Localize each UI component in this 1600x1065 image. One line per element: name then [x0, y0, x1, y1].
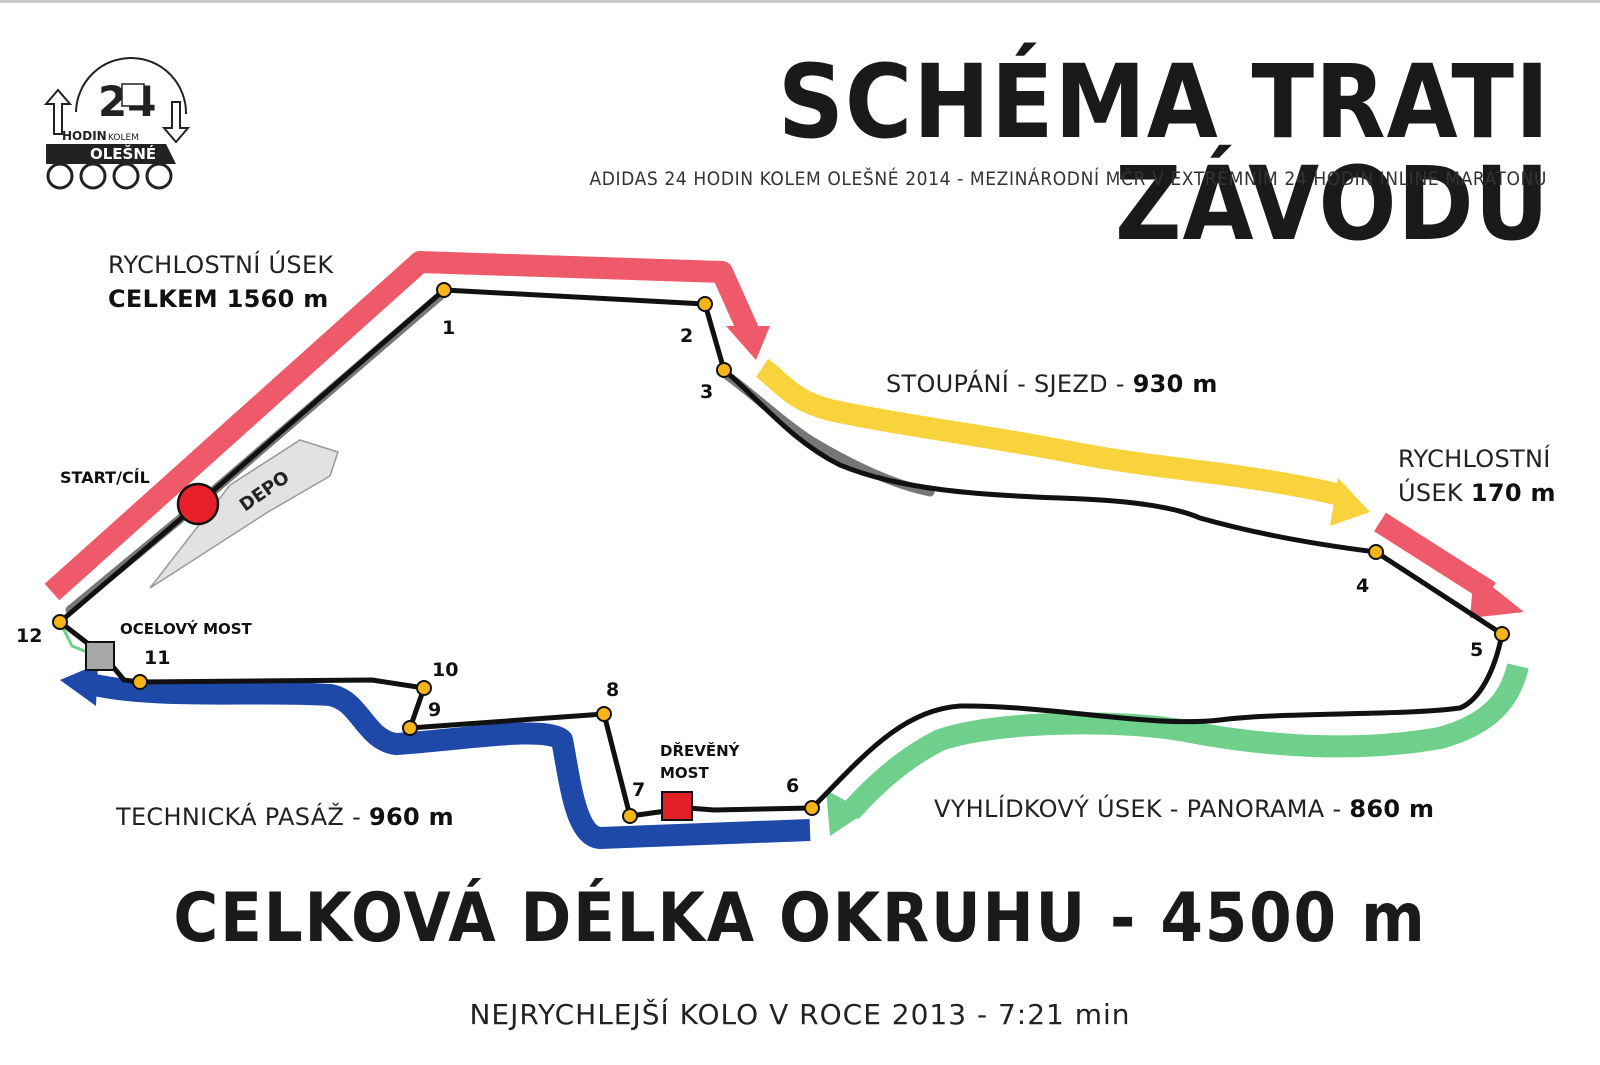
wood-bridge-marker	[661, 791, 693, 821]
svg-text:KOLEM: KOLEM	[108, 133, 139, 143]
checkpoint-3	[716, 362, 732, 378]
checkpoint-12	[52, 614, 68, 630]
speed-170-band	[1374, 512, 1496, 602]
checkpoint-label-9: 9	[428, 699, 441, 721]
checkpoint-4	[1368, 544, 1384, 560]
checkpoint-label-3: 3	[700, 381, 713, 403]
checkpoint-1	[436, 282, 452, 298]
checkpoint-label-5: 5	[1470, 639, 1483, 661]
track-line	[57, 287, 1505, 819]
arrow-down-icon	[161, 101, 191, 144]
checkpoint-5	[1494, 626, 1510, 642]
technical-arrow	[60, 664, 98, 706]
checkpoint-label-8: 8	[606, 679, 619, 701]
checkpoint-label-6: 6	[786, 775, 799, 797]
checkpoints	[52, 282, 1510, 824]
checkpoint-label-10: 10	[432, 659, 458, 681]
speed-section-band	[44, 251, 759, 601]
climb-section-label: STOUPÁNÍ - SJEZD - 930 m	[886, 370, 1218, 398]
checkpoint-11	[132, 674, 148, 690]
steel-bridge-marker	[85, 641, 115, 671]
checkpoint-label-11: 11	[144, 647, 170, 669]
climb-section-band	[755, 358, 1347, 507]
page-subtitle: ADIDAS 24 HODIN KOLEM OLEŠNÉ 2014 - MEZI…	[589, 168, 1547, 190]
steel-bridge-label: OCELOVÝ MOST	[120, 620, 252, 638]
svg-text:HODIN: HODIN	[62, 129, 107, 143]
checkpoint-10	[416, 680, 432, 696]
checkpoint-6	[804, 800, 820, 816]
panorama-section-label: VYHLÍDKOVÝ ÚSEK - PANORAMA - 860 m	[934, 795, 1435, 823]
arrow-up-icon	[43, 88, 73, 135]
event-logo: 24 HODIN KOLEM OLEŠNÉ	[43, 57, 191, 190]
checkpoint-label-1: 1	[442, 317, 455, 339]
speed-arrow-2	[1470, 572, 1524, 618]
technical-section-label: TECHNICKÁ PASÁŽ - 960 m	[116, 803, 454, 831]
depot-area	[149, 439, 339, 589]
total-length-title: CELKOVÁ DÉLKA OKRUHU - 4500 m	[173, 879, 1427, 958]
checkpoint-label-4: 4	[1356, 575, 1369, 597]
speed-arrow-1	[726, 326, 770, 360]
speed-170-label: RYCHLOSTNÍ ÚSEK 170 m	[1398, 445, 1556, 507]
checkpoint-label-7: 7	[632, 779, 645, 801]
page-title: SCHÉMA TRATI ZÁVODU	[777, 43, 1550, 264]
checkpoint-7	[622, 808, 638, 824]
svg-text:OLEŠNÉ: OLEŠNÉ	[90, 144, 156, 163]
checkpoint-9	[402, 720, 418, 736]
checkpoint-8	[596, 706, 612, 722]
lap-record-text: NEJRYCHLEJŠÍ KOLO V ROCE 2013 - 7:21 min	[469, 998, 1131, 1031]
climb-arrow	[1330, 478, 1370, 526]
start-finish-label: START/CÍL	[60, 468, 150, 487]
top-rule	[0, 0, 1600, 3]
wood-bridge-label: DŘEVĚNÝ MOST	[660, 742, 740, 782]
checkpoint-label-2: 2	[680, 325, 693, 347]
speed-section-label: RYCHLOSTNÍ ÚSEK CELKEM 1560 m	[108, 251, 334, 313]
panorama-arrow	[826, 790, 866, 836]
checkpoint-2	[697, 296, 713, 312]
start-finish-marker	[176, 482, 220, 526]
panorama-section-band	[841, 663, 1529, 820]
technical-section-band	[87, 673, 811, 849]
checkpoint-label-12: 12	[16, 625, 42, 647]
